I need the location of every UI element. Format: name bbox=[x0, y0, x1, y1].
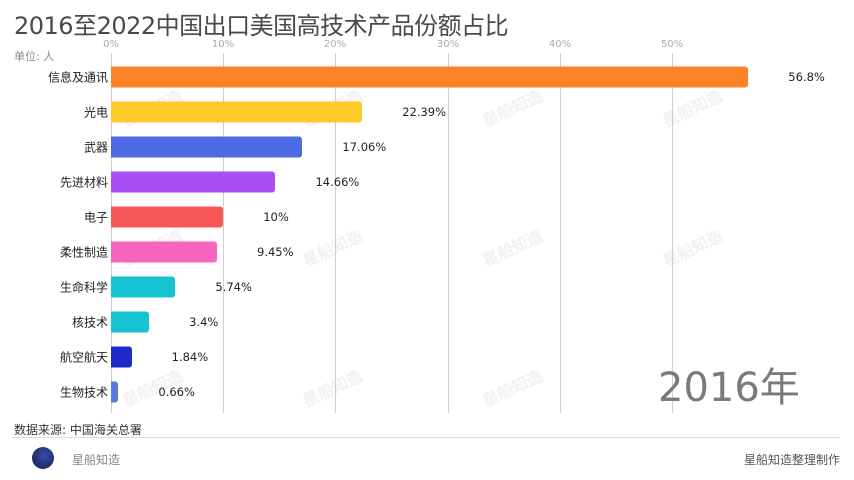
value-label: 3.4% bbox=[189, 315, 219, 329]
category-label: 生命科学 bbox=[59, 280, 108, 295]
unit-label: 单位: 人 bbox=[14, 50, 55, 63]
category-label: 武器 bbox=[83, 140, 108, 155]
bar bbox=[111, 136, 303, 158]
gridline bbox=[448, 53, 449, 413]
gridline bbox=[560, 53, 561, 413]
data-source: 数据来源: 中国海关总署 bbox=[14, 423, 142, 437]
category-label: 生物技术 bbox=[59, 385, 108, 400]
value-label: 14.66% bbox=[315, 175, 360, 189]
brand-logo-icon bbox=[32, 447, 54, 469]
gridline bbox=[111, 53, 112, 413]
bar bbox=[111, 241, 218, 263]
watermark: 星船知造 bbox=[299, 226, 366, 271]
category-label: 先进材料 bbox=[59, 175, 108, 190]
brand-name: 星船知造 bbox=[72, 453, 121, 467]
bar bbox=[111, 206, 224, 228]
watermark: 星船知造 bbox=[479, 366, 546, 411]
value-label: 0.66% bbox=[158, 385, 195, 399]
watermark: 星船知造 bbox=[299, 366, 366, 411]
x-tick-label: 20% bbox=[323, 39, 347, 50]
bar bbox=[111, 381, 119, 403]
gridline bbox=[335, 53, 336, 413]
category-label: 核技术 bbox=[71, 315, 108, 330]
value-label: 56.8% bbox=[788, 70, 825, 84]
x-tick-label: 40% bbox=[548, 39, 572, 50]
category-label: 航空航天 bbox=[59, 350, 108, 365]
value-label: 5.74% bbox=[215, 280, 252, 294]
value-label: 10% bbox=[263, 210, 289, 224]
value-label: 1.84% bbox=[171, 350, 209, 364]
bar bbox=[111, 101, 363, 123]
chart-title: 2016至2022中国出口美国高技术产品份额占比 bbox=[14, 12, 509, 40]
watermark: 星船知造 bbox=[659, 226, 726, 271]
credit-text: 星船知造整理制作 bbox=[743, 453, 840, 467]
x-tick-label: 0% bbox=[103, 39, 119, 50]
gridline bbox=[223, 53, 224, 413]
value-label: 9.45% bbox=[257, 245, 294, 259]
x-tick-label: 10% bbox=[211, 39, 235, 50]
bar bbox=[111, 346, 132, 368]
bar bbox=[111, 311, 150, 333]
watermark: 星船知造 bbox=[479, 226, 546, 271]
bar bbox=[111, 171, 276, 193]
watermark: 星船知造 bbox=[659, 86, 726, 131]
x-tick-label: 30% bbox=[436, 39, 460, 50]
bar bbox=[111, 276, 176, 298]
category-label: 柔性制造 bbox=[59, 245, 108, 260]
bar-chart: 星船知造星船知造星船知造星船知造星船知造星船知造星船知造星船知造星船知造星船知造… bbox=[47, 39, 825, 413]
watermark: 星船知造 bbox=[479, 86, 546, 131]
category-label: 信息及通讯 bbox=[47, 70, 108, 85]
gridline bbox=[672, 53, 673, 413]
year-label: 2016年 bbox=[658, 365, 800, 411]
bar bbox=[111, 66, 749, 88]
category-label: 电子 bbox=[83, 210, 108, 225]
x-tick-label: 50% bbox=[660, 39, 684, 50]
footer-divider bbox=[12, 437, 840, 438]
value-label: 17.06% bbox=[342, 140, 387, 154]
value-label: 22.39% bbox=[402, 105, 447, 119]
category-label: 光电 bbox=[83, 105, 108, 120]
